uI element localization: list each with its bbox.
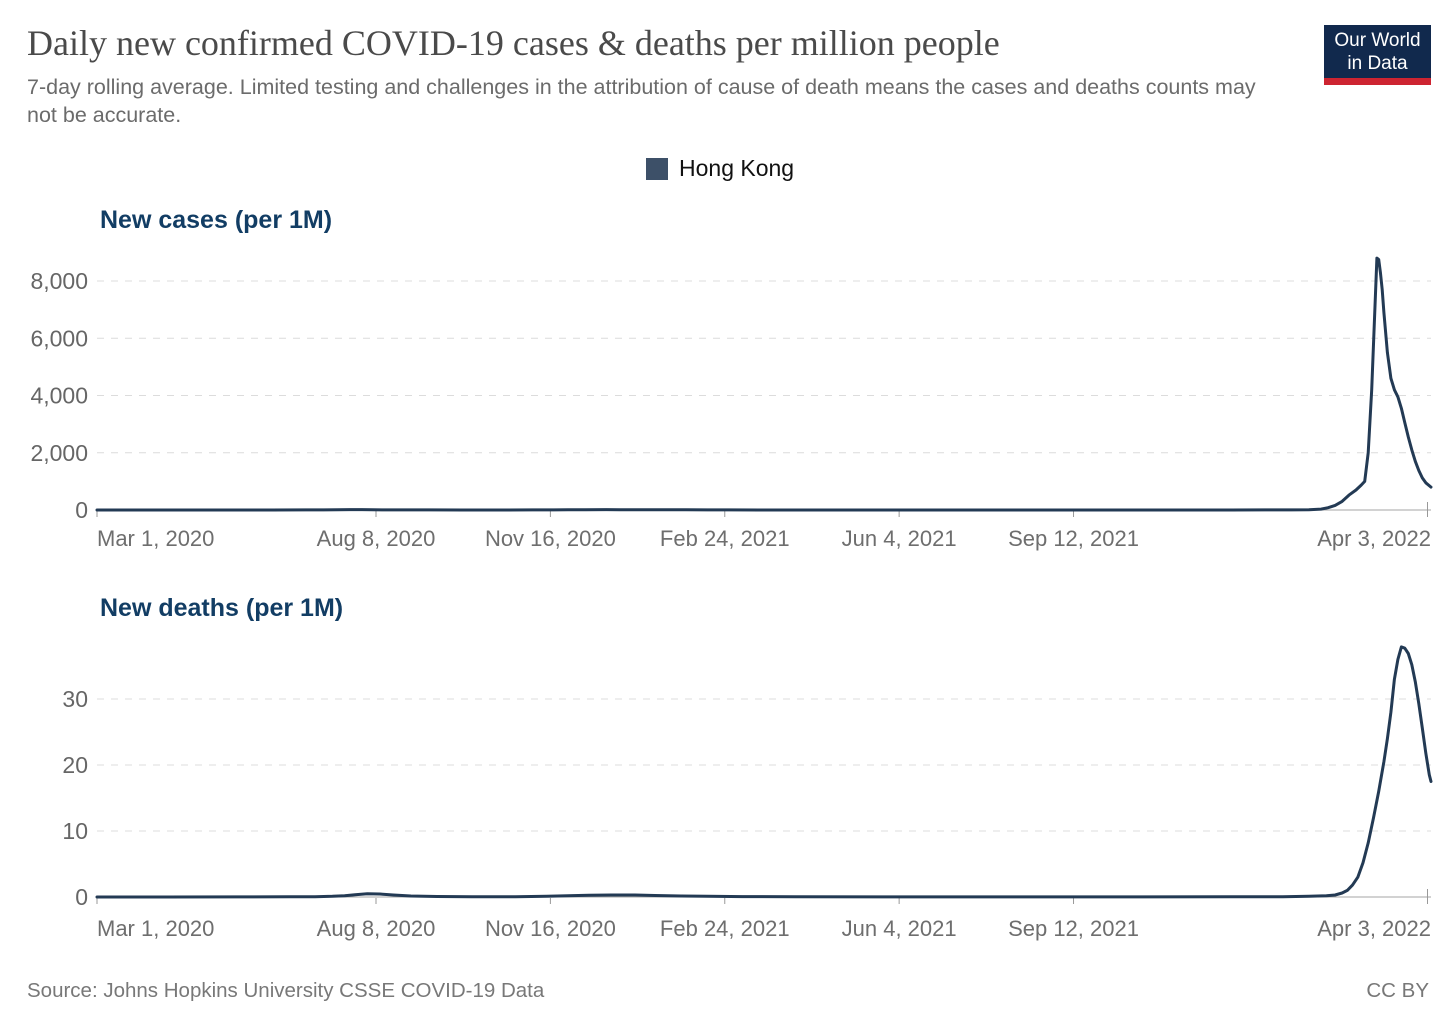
y-tick-label: 6,000 [30,325,88,351]
y-tick-label: 30 [62,686,88,712]
owid-logo-box: Our World in Data [1324,25,1431,78]
x-tick-label: Jun 4, 2021 [842,916,957,941]
y-tick-label: 0 [75,884,88,910]
x-tick-label: Aug 8, 2020 [317,916,436,941]
x-tick-label: Sep 12, 2021 [1008,526,1139,551]
deaths-chart-title: New deaths (per 1M) [100,594,344,622]
x-tick-label: Feb 24, 2021 [660,916,790,941]
page-subtitle: 7-day rolling average. Limited testing a… [27,75,1256,127]
y-tick-label: 8,000 [30,268,88,294]
legend-swatch-icon [646,157,668,180]
x-tick-label: Sep 12, 2021 [1008,916,1139,941]
x-tick-label: Apr 3, 2022 [1317,526,1431,551]
owid-logo-line1: Our World [1334,30,1421,51]
y-tick-label: 0 [75,497,88,523]
y-tick-label: 4,000 [30,383,88,409]
owid-logo: Our World in Data [1324,25,1431,85]
page-title: Daily new confirmed COVID-19 cases & dea… [27,23,1000,63]
y-tick-label: 10 [62,818,88,844]
x-tick-label: Feb 24, 2021 [660,526,790,551]
hong-kong-series-line [95,645,1433,899]
legend-label: Hong Kong [679,155,795,181]
x-tick-label: Jun 4, 2021 [842,526,957,551]
x-tick-label: Nov 16, 2020 [485,916,616,941]
y-tick-label: 20 [62,752,88,778]
owid-logo-red-bar [1324,78,1431,85]
x-tick-label: Aug 8, 2020 [317,526,436,551]
hong-kong-series-line [95,256,1433,512]
cases-chart-title: New cases (per 1M) [100,206,333,234]
x-tick-label: Apr 3, 2022 [1317,916,1431,941]
x-tick-label: Mar 1, 2020 [97,526,214,551]
deaths-chart: 0 10 20 30 Mar 1, 2020 Aug 8, 2020 Nov 16, 202… [62,645,1433,941]
license-note: CC BY [1366,979,1429,1002]
owid-logo-line2: in Data [1347,53,1408,74]
y-tick-label: 2,000 [30,440,88,466]
x-tick-label: Nov 16, 2020 [485,526,616,551]
x-tick-label: Mar 1, 2020 [97,916,214,941]
legend: Hong Kong [646,155,794,182]
cases-chart: 0 2,000 4,000 6,000 8,000 Mar 1, 2020 Aug 8, 2… [30,256,1433,551]
source-note: Source: Johns Hopkins University CSSE CO… [27,979,545,1002]
